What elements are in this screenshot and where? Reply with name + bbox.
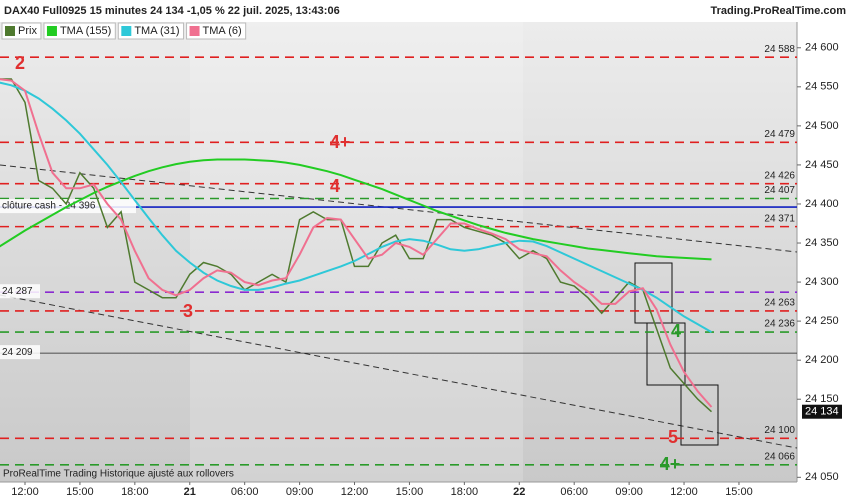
x-tick-label: 09:00 bbox=[615, 486, 643, 498]
series-line bbox=[0, 78, 713, 413]
x-tick-label: 18:00 bbox=[121, 486, 149, 498]
x-tick-label: 12:00 bbox=[11, 486, 39, 498]
y-tick-label: 24 400 bbox=[805, 198, 839, 210]
level-label-bg bbox=[0, 345, 40, 360]
y-tick-label: 24 500 bbox=[805, 120, 839, 132]
trend-line bbox=[0, 164, 798, 253]
level-label: 24 209 bbox=[2, 347, 33, 358]
session-band bbox=[190, 22, 523, 482]
annotation: 3 bbox=[183, 301, 193, 321]
y-tick-label: 24 300 bbox=[805, 276, 839, 288]
annotation: 4 bbox=[671, 321, 681, 341]
level-label: 24 066 bbox=[764, 451, 795, 462]
level-label-bg bbox=[0, 284, 40, 299]
legend-label: Prix bbox=[18, 25, 37, 37]
legend-swatch bbox=[46, 26, 57, 36]
annotation: 4+ bbox=[660, 454, 681, 474]
pattern-box bbox=[646, 322, 686, 386]
legend-swatch bbox=[121, 26, 132, 36]
level-label: 24 479 bbox=[764, 129, 795, 140]
x-tick-label: 15:00 bbox=[66, 486, 94, 498]
y-tick-label: 24 250 bbox=[805, 315, 839, 327]
legend-item: TMA (155) bbox=[43, 22, 116, 40]
last-price-label: 24 134 bbox=[805, 406, 839, 418]
legend-swatch bbox=[5, 26, 15, 36]
level-label: 24 263 bbox=[764, 298, 795, 309]
series-line bbox=[0, 158, 712, 261]
y-tick-label: 24 600 bbox=[805, 42, 839, 54]
y-tick-label: 24 150 bbox=[805, 393, 839, 405]
level-label: 24 236 bbox=[764, 319, 795, 330]
level-label: 24 588 bbox=[764, 44, 795, 55]
level-label: 24 371 bbox=[764, 213, 795, 224]
annotation: 4+ bbox=[330, 132, 351, 152]
legend-label: TMA (6) bbox=[203, 25, 242, 37]
source: Trading.ProRealTime.com bbox=[710, 5, 846, 17]
legend-label: TMA (31) bbox=[134, 25, 179, 37]
x-tick-label: 15:00 bbox=[396, 486, 424, 498]
series-line bbox=[0, 78, 713, 408]
annotation: 5 bbox=[668, 427, 678, 447]
x-tick-label: 12:00 bbox=[670, 486, 698, 498]
x-tick-label: 06:00 bbox=[231, 486, 259, 498]
legend-swatch bbox=[189, 26, 200, 36]
legend-box bbox=[43, 22, 116, 40]
footer: ProRealTime Trading Historique ajusté au… bbox=[3, 469, 234, 480]
x-tick-label: 22 bbox=[513, 486, 525, 498]
annotation: 4 bbox=[330, 176, 340, 196]
pattern-box bbox=[680, 384, 719, 446]
x-tick-label: 06:00 bbox=[560, 486, 588, 498]
x-tick-label: 21 bbox=[184, 486, 196, 498]
level-label: clôture cash - 24 396 bbox=[2, 201, 96, 212]
last-price-box bbox=[802, 404, 842, 419]
level-label: 24 407 bbox=[764, 185, 795, 196]
trend-line bbox=[0, 294, 798, 449]
x-tick-label: 18:00 bbox=[451, 486, 479, 498]
level-label: 24 287 bbox=[2, 286, 33, 297]
y-tick-label: 24 050 bbox=[805, 471, 839, 483]
legend-box bbox=[117, 22, 185, 40]
y-tick-label: 24 450 bbox=[805, 159, 839, 171]
y-tick-label: 24 200 bbox=[805, 354, 839, 366]
chart-title: DAX40 Full0925 15 minutes 24 134 -1,05 %… bbox=[4, 5, 340, 17]
series-line bbox=[0, 81, 712, 333]
y-tick-label: 24 550 bbox=[805, 81, 839, 93]
legend-item: TMA (31) bbox=[117, 22, 185, 40]
plot-background bbox=[0, 22, 797, 482]
legend-item: TMA (6) bbox=[186, 22, 247, 40]
level-label: 24 426 bbox=[764, 170, 795, 181]
legend-label: TMA (155) bbox=[60, 25, 111, 37]
x-tick-label: 15:00 bbox=[725, 486, 753, 498]
x-tick-label: 12:00 bbox=[341, 486, 369, 498]
x-tick-label: 09:00 bbox=[286, 486, 314, 498]
legend-item: Prix bbox=[1, 22, 42, 40]
y-tick-label: 24 350 bbox=[805, 237, 839, 249]
annotation: 2 bbox=[15, 53, 25, 73]
level-label: 24 100 bbox=[764, 425, 795, 436]
legend-box bbox=[186, 22, 247, 40]
